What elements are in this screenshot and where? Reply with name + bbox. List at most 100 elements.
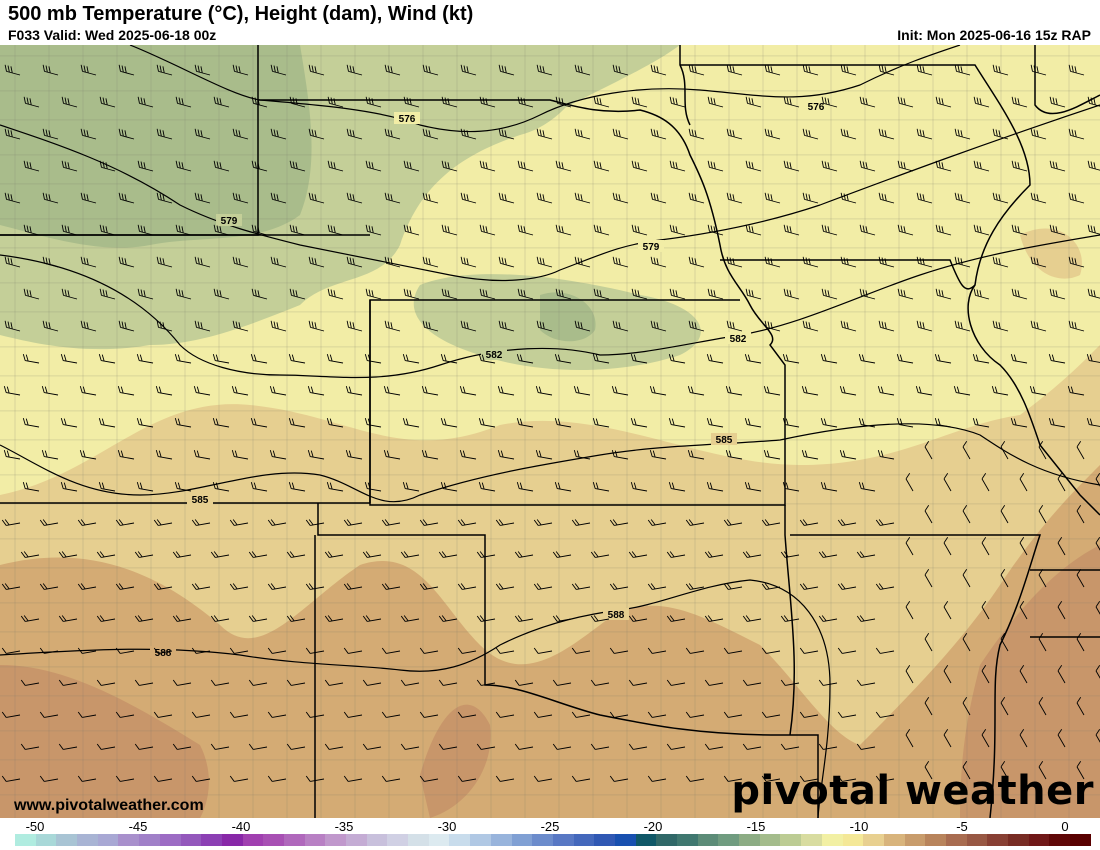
wind-barb xyxy=(571,583,591,590)
colorbar-swatch xyxy=(821,834,843,846)
wind-barb xyxy=(666,743,686,750)
wind-barb xyxy=(666,551,686,558)
wind-barb xyxy=(23,96,40,108)
colorbar-swatch xyxy=(552,834,574,846)
wind-barb xyxy=(136,482,154,492)
colorbar-swatch xyxy=(635,834,657,846)
wind-barb xyxy=(992,256,1009,268)
wind-barb xyxy=(383,450,401,460)
wind-barb xyxy=(61,224,78,236)
colorbar-tick-label: -20 xyxy=(643,819,663,834)
wind-barb xyxy=(365,224,382,236)
wind-barb xyxy=(875,775,895,782)
wind-barb xyxy=(859,160,876,172)
wind-barb xyxy=(383,386,401,396)
wind-barb xyxy=(440,482,458,492)
wind-barb xyxy=(270,256,287,268)
wind-barb xyxy=(98,482,116,492)
wind-barb xyxy=(821,160,838,172)
wind-barb xyxy=(685,519,705,526)
wind-barb xyxy=(288,482,306,492)
wind-barb xyxy=(1076,441,1085,460)
wind-barb xyxy=(592,482,610,492)
wind-barb xyxy=(156,256,173,268)
wind-barb xyxy=(535,386,553,396)
wind-barb xyxy=(859,96,876,108)
wind-barb xyxy=(801,386,819,396)
wind-barb xyxy=(1048,354,1066,364)
wind-barb xyxy=(973,224,990,236)
colorbar-tick-label: -35 xyxy=(334,819,354,834)
wind-barb xyxy=(460,192,477,204)
wind-barb xyxy=(400,551,420,558)
wind-barb xyxy=(96,551,116,558)
wind-barb xyxy=(41,450,59,460)
colorbar-tick-label: -25 xyxy=(540,819,560,834)
colorbar-swatch xyxy=(159,834,181,846)
wind-barb xyxy=(457,583,477,590)
colorbar-swatch xyxy=(677,834,698,846)
wind-barb xyxy=(270,64,287,76)
wind-barb xyxy=(612,64,629,76)
wind-barb xyxy=(210,551,230,558)
wind-barb xyxy=(212,482,230,492)
wind-barb xyxy=(155,386,173,396)
wind-barb xyxy=(364,354,382,364)
wind-barb xyxy=(421,386,439,396)
valid-time: F033 Valid: Wed 2025-06-18 00z xyxy=(8,27,217,43)
wind-barb xyxy=(590,679,610,686)
wind-barb xyxy=(346,192,363,204)
wind-barb xyxy=(402,418,420,428)
wind-barb xyxy=(115,711,135,718)
colorbar-swatch xyxy=(180,834,202,846)
wind-barb xyxy=(856,615,876,622)
wind-barb xyxy=(422,320,439,332)
colorbar-swatch xyxy=(449,834,471,846)
wind-barb xyxy=(916,256,933,268)
wind-barb xyxy=(536,256,553,268)
wind-barb xyxy=(191,711,211,718)
wind-barb xyxy=(402,482,420,492)
wind-barb xyxy=(592,418,610,428)
wind-barb xyxy=(780,743,800,750)
wind-barb xyxy=(77,775,97,782)
wind-barb xyxy=(761,647,781,654)
wind-barb xyxy=(267,711,287,718)
wind-barb xyxy=(905,665,914,684)
wind-barb xyxy=(1,583,21,590)
wind-barb xyxy=(384,64,401,76)
wind-barb xyxy=(1067,386,1085,396)
contour-label: 582 xyxy=(730,334,747,345)
wind-barb xyxy=(934,354,952,364)
wind-barb xyxy=(326,418,344,428)
wind-barb xyxy=(403,288,420,300)
wind-barb xyxy=(478,418,496,428)
wind-barb xyxy=(4,320,21,332)
colorbar-swatch xyxy=(697,834,719,846)
wind-barb xyxy=(4,64,21,76)
wind-barb xyxy=(191,583,211,590)
colorbar-swatch xyxy=(35,834,57,846)
wind-barb xyxy=(611,450,629,460)
wind-barb xyxy=(590,743,610,750)
wind-barb xyxy=(1049,288,1066,300)
wind-barb xyxy=(1038,761,1047,780)
wind-barb xyxy=(286,615,306,622)
wind-barb xyxy=(232,256,249,268)
wind-barb xyxy=(459,386,477,396)
wind-barb xyxy=(669,96,686,108)
wind-barb xyxy=(837,775,857,782)
wind-barb xyxy=(726,128,743,140)
colorbar-tick-label: -40 xyxy=(231,819,251,834)
wind-barb xyxy=(666,615,686,622)
wind-barb xyxy=(856,743,876,750)
wind-barb xyxy=(251,96,268,108)
wind-barb xyxy=(514,743,534,750)
wind-barb xyxy=(251,224,268,236)
wind-barb xyxy=(118,192,135,204)
wind-barb xyxy=(172,743,192,750)
wind-barb xyxy=(517,224,534,236)
wind-barb xyxy=(495,583,515,590)
wind-barb xyxy=(267,647,287,654)
wind-barb xyxy=(1019,473,1028,492)
